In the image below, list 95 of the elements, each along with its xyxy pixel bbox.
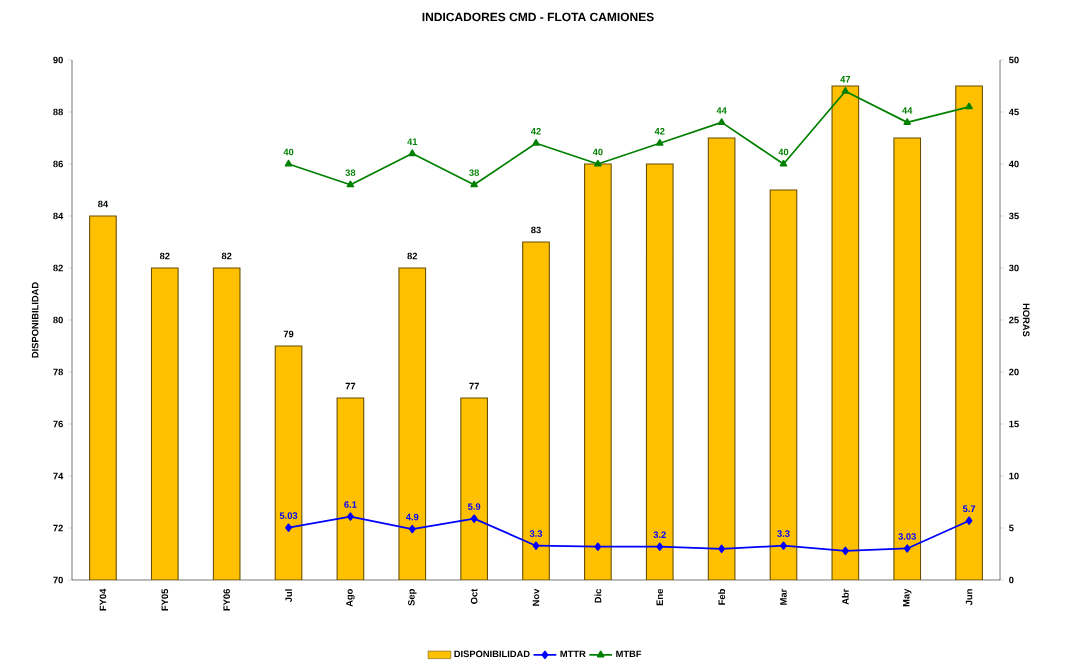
point xyxy=(780,541,787,550)
point xyxy=(470,514,478,523)
y2-axis-title: HORAS xyxy=(1022,303,1030,337)
y2-tick-label: 10 xyxy=(1009,472,1019,480)
point xyxy=(903,544,911,553)
y2-tick-label: 15 xyxy=(1009,420,1019,428)
legend-label: MTTR xyxy=(560,650,586,658)
data-label: 82 xyxy=(407,252,418,260)
data-label: 3.3 xyxy=(777,530,790,537)
y2-tick-label: 5 xyxy=(1009,524,1014,532)
point xyxy=(594,542,602,551)
x-tick-label: Ago xyxy=(346,589,355,607)
point xyxy=(284,159,293,167)
y-tick-label: 86 xyxy=(53,160,63,168)
x-tick-label: Ene xyxy=(656,589,663,606)
y-tick-label: 84 xyxy=(53,212,64,220)
x-tick-label: May xyxy=(903,588,912,607)
chart-title: INDICADORES CMD - FLOTA CAMIONES xyxy=(422,12,654,22)
y-tick-label: 74 xyxy=(53,472,64,480)
y-tick-label: 82 xyxy=(53,264,63,272)
y-axis-title: DISPONIBILIDAD xyxy=(31,282,39,358)
point xyxy=(594,159,602,167)
data-label: 3.03 xyxy=(898,533,916,540)
data-label: 79 xyxy=(283,330,294,338)
data-label: 83 xyxy=(531,226,541,234)
x-tick-label: Abr xyxy=(841,588,849,605)
data-label: 44 xyxy=(716,107,727,114)
y2-tick-label: 40 xyxy=(1008,160,1019,168)
y2-tick-label: 50 xyxy=(1009,56,1019,64)
point xyxy=(346,180,355,188)
y-tick-label: 88 xyxy=(53,108,63,116)
point xyxy=(347,512,354,521)
x-tick-label: Nov xyxy=(532,588,540,606)
x-tick-label: Feb xyxy=(718,589,726,605)
data-label: 47 xyxy=(840,76,851,83)
point xyxy=(841,86,850,94)
data-label: 42 xyxy=(530,127,541,135)
y-tick-label: 90 xyxy=(53,56,63,64)
data-label: 6.1 xyxy=(344,501,357,508)
point xyxy=(408,149,417,157)
point xyxy=(656,542,664,551)
data-label: 40 xyxy=(283,148,294,156)
data-label: 5.9 xyxy=(467,503,481,510)
point xyxy=(965,516,973,525)
point xyxy=(285,523,292,532)
point xyxy=(717,118,726,125)
x-tick-label: Mar xyxy=(780,588,787,605)
data-label: 44 xyxy=(902,107,913,114)
data-label: 41 xyxy=(407,138,418,145)
y-tick-label: 76 xyxy=(53,420,63,428)
data-label: 42 xyxy=(654,127,665,135)
data-label: 4.9 xyxy=(405,513,419,521)
x-tick-label: Sep xyxy=(408,589,417,606)
y-tick-label: 70 xyxy=(53,576,63,584)
y-tick-label: 72 xyxy=(53,524,63,532)
point xyxy=(408,524,416,534)
x-tick-label: FY06 xyxy=(223,589,230,611)
data-label: 82 xyxy=(221,252,232,260)
y2-tick-label: 30 xyxy=(1008,264,1019,272)
y-tick-label: 78 xyxy=(53,368,63,376)
data-label: 3.3 xyxy=(529,530,543,537)
x-tick-label: FY05 xyxy=(161,588,169,611)
x-tick-label: Dic xyxy=(594,588,602,603)
y2-tick-label: 35 xyxy=(1008,212,1019,220)
data-label: 38 xyxy=(345,169,356,177)
data-label: 5.7 xyxy=(962,505,976,512)
point xyxy=(965,102,973,110)
y2-tick-label: 25 xyxy=(1009,316,1019,324)
y2-tick-label: 20 xyxy=(1009,368,1019,376)
data-label: 38 xyxy=(469,169,480,177)
y2-tick-label: 45 xyxy=(1008,108,1019,116)
point xyxy=(532,138,540,146)
legend-label: MTBF xyxy=(616,650,642,658)
y2-tick-label: 0 xyxy=(1009,576,1014,584)
data-label: 82 xyxy=(159,252,170,260)
legend-label: DISPONIBILIDAD xyxy=(454,650,530,658)
data-label: 84 xyxy=(98,200,109,208)
point xyxy=(718,544,725,553)
point xyxy=(655,138,664,146)
point xyxy=(470,180,478,188)
x-tick-label: Jul xyxy=(285,589,292,603)
point xyxy=(532,541,540,550)
data-label: 40 xyxy=(778,148,789,156)
point xyxy=(779,159,788,167)
data-label: 40 xyxy=(592,148,603,156)
y-tick-label: 80 xyxy=(53,316,63,324)
x-tick-label: FY04 xyxy=(99,588,107,611)
point xyxy=(903,118,911,125)
point xyxy=(841,546,849,556)
x-tick-label: Jun xyxy=(965,589,973,606)
x-tick-label: Oct xyxy=(470,588,478,604)
data-label: 5.03 xyxy=(279,512,298,519)
data-label: 77 xyxy=(469,382,479,390)
data-label: 3.2 xyxy=(653,531,666,539)
data-label: 77 xyxy=(345,382,356,390)
